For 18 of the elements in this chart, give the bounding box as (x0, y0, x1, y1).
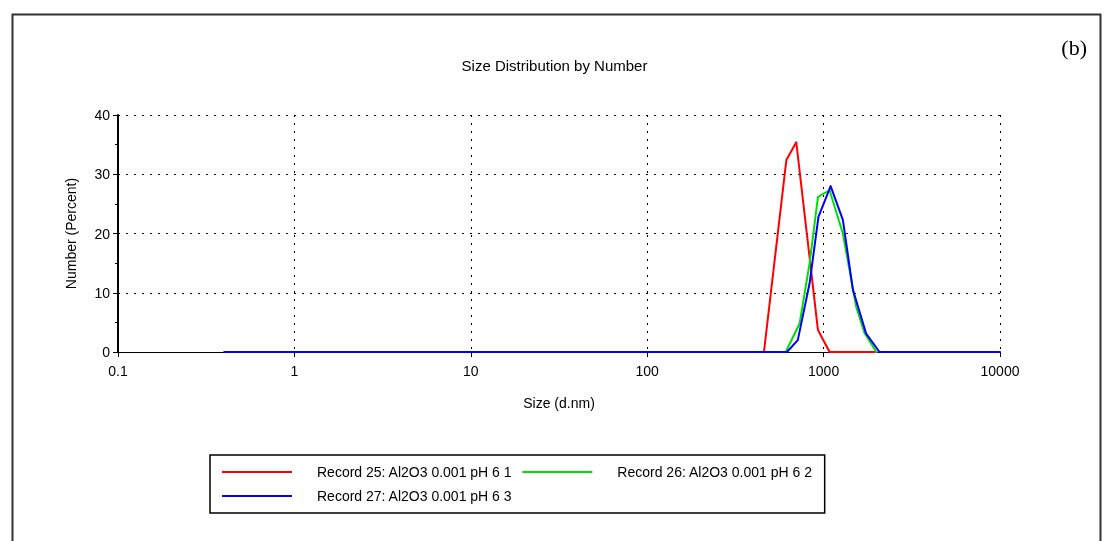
y-tick-label: 20 (94, 225, 111, 242)
y-axis-title: Number (Percent) (63, 177, 79, 290)
legend-label: Record 25: Al2O3 0.001 pH 6 1 (317, 464, 512, 480)
x-tick-label: 10000 (980, 363, 1020, 379)
x-axis-title: Size (d.nm) (523, 395, 595, 411)
y-tick-label: 10 (94, 284, 111, 301)
x-tick-label: 1 (290, 363, 299, 379)
x-tick-label: 0.1 (108, 363, 128, 379)
y-tick-label: 30 (94, 166, 111, 183)
x-tick-label: 10 (463, 363, 479, 379)
legend-label: Record 27: Al2O3 0.001 pH 6 3 (317, 488, 512, 504)
y-tick-label: 0 (102, 344, 111, 360)
text: (b) (1061, 34, 1087, 60)
x-tick-label: 1000 (808, 363, 840, 379)
chart-title: Size Distribution by Number (461, 57, 648, 74)
legend-label: Record 26: Al2O3 0.001 pH 6 2 (617, 464, 813, 480)
x-tick-label: 100 (635, 363, 660, 379)
y-tick-label: 40 (94, 107, 111, 123)
